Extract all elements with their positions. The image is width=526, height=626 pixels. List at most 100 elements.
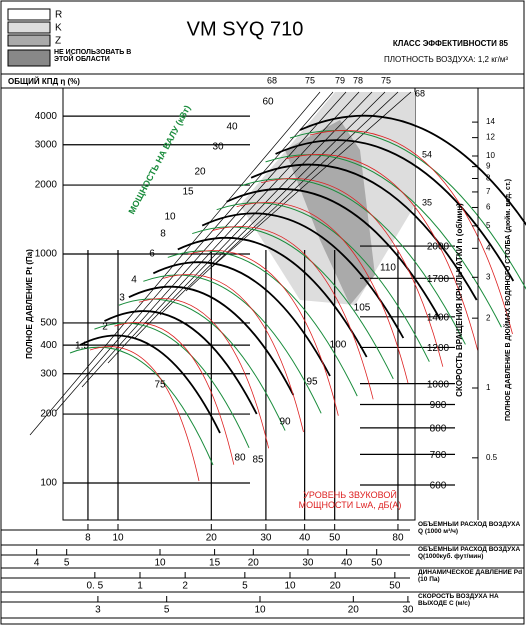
scale-label-text: ОБЪЕМНЫЙ РАСХОД ВОЗДУХА Q (1000 м³/ч) (418, 521, 521, 535)
y-tick-label: 4000 (35, 111, 58, 122)
tick-label: 80 (392, 533, 404, 544)
inch-tick-label: 9 (486, 162, 491, 171)
rpm-tick-label: 700 (430, 450, 447, 461)
sound-value: 105 (354, 303, 371, 314)
power-value: 20 (194, 167, 206, 178)
power-curve (167, 250, 358, 397)
efficiency-tick-label: 68 (415, 88, 425, 98)
sound-value: 90 (279, 417, 291, 428)
inch-tick-label: 12 (486, 133, 495, 142)
diagonal (107, 91, 360, 364)
inch-tick-label: 10 (486, 151, 495, 160)
fan-curve (104, 310, 258, 415)
region-z (285, 120, 375, 305)
inch-tick-label: 14 (486, 117, 495, 126)
y-tick-label: 1000 (35, 249, 58, 260)
rpm-tick-label: 1200 (427, 343, 450, 354)
sound-label: УРОВЕНЬ ЗВУКОВОЙ МОЩНОСТИ LwA, дБ(А) (299, 490, 402, 510)
legend-label: НЕ ИСПОЛЬЗОВАТЬ В ЭТОЙ ОБЛАСТИ (54, 49, 131, 63)
inch-tick-label: 3 (486, 272, 491, 281)
power-value: 60 (262, 97, 274, 108)
sound-value: 110 (380, 263, 396, 274)
air-density: ПЛОТНОСТЬ ВОЗДУХА: 1,2 кг/м³ (384, 55, 508, 64)
legend-swatch (7, 49, 51, 67)
efficiency-tick-label: 35 (422, 197, 432, 207)
tick-label: 20 (206, 533, 218, 544)
scale-label: ДИНАМИЧЕСКОЕ ДАВЛЕНИЕ Pd (10 Па) (418, 569, 522, 583)
sound-value: 75 (154, 380, 166, 391)
tick-label: 50 (371, 558, 383, 569)
tick-label: 1 (137, 581, 143, 592)
legend-swatch (7, 34, 51, 47)
rpm-tick-label: 800 (430, 424, 447, 435)
diagonal (81, 91, 347, 388)
y-tick-label: 2000 (35, 180, 58, 191)
power-value: 15 (182, 187, 194, 198)
scale-label: ОБЪЕМНЫЙ РАСХОД ВОЗДУХА Q(1000куб. фут/м… (418, 546, 520, 560)
sound-value: 80 (234, 453, 246, 464)
pressure-axis-label: ПОЛНОЕ ДАВЛЕНИЕ Pt (Па) (25, 249, 34, 359)
tick-label: 30 (260, 533, 272, 544)
scale-label: СКОРОСТЬ ВОЗДУХА НА ВЫХОДЕ C (м/с) (418, 593, 499, 607)
power-curve (143, 274, 322, 414)
y-tick-label: 100 (40, 478, 57, 489)
power-curve (192, 226, 394, 380)
tick-label: 4 (34, 558, 40, 569)
plot-area (62, 87, 416, 521)
fan-curve (152, 261, 331, 377)
tick-label: 40 (299, 533, 311, 544)
inch-axis-label: ПОЛНОЕ ДАВЛЕНИЕ В ДЮЙМАХ ВОДЯНОГО СТОЛБА… (503, 179, 512, 421)
power-value: 2 (102, 322, 108, 333)
diagonal (211, 91, 412, 268)
inch-tick-label: 8 (486, 174, 491, 183)
tick-label: 20 (348, 605, 360, 616)
rpm-tick-label: 1400 (427, 312, 450, 323)
inch-tick-label: 1 (486, 383, 491, 392)
efficiency-tick-label: 54 (422, 149, 432, 159)
legend-label: Z (55, 36, 61, 47)
power-value: 1.5 (75, 341, 89, 352)
efficiency-tick-label: 75 (305, 75, 315, 85)
efficiency-class: КЛАСС ЭФФЕКТИВНОСТИ 85 (393, 39, 509, 48)
power-value: 4 (131, 275, 137, 286)
title: VM SYQ 710 (187, 18, 304, 40)
fan-curve (128, 285, 295, 396)
sound-curve (309, 130, 513, 335)
inch-tick-label: 7 (486, 187, 491, 196)
power-value: 6 (149, 249, 155, 260)
power-value: 8 (160, 229, 166, 240)
tick-label: 10 (284, 581, 296, 592)
legend-label: K (55, 23, 62, 34)
inch-tick-label: 6 (486, 203, 491, 212)
power-curve (289, 130, 526, 290)
fan-curve (226, 188, 441, 320)
tick-label: 50 (389, 581, 401, 592)
scale-label-text: СКОРОСТЬ ВОЗДУХА НА ВЫХОДЕ C (м/с) (418, 593, 499, 607)
tick-label: 20 (248, 558, 260, 569)
tick-label: 10 (112, 533, 124, 544)
rpm-tick-label: 2000 (427, 242, 450, 253)
tick-label: 50 (329, 533, 341, 544)
inch-tick-label: 2 (486, 313, 491, 322)
power-value: 30 (212, 142, 224, 153)
tick-label: 8 (85, 533, 91, 544)
rpm-tick-label: 1000 (427, 379, 450, 390)
power-curve (216, 202, 430, 362)
power-curve (94, 322, 250, 448)
tick-label: 5 (64, 558, 70, 569)
power-value: 3 (119, 293, 125, 304)
inch-tick-label: 5 (486, 221, 491, 230)
efficiency-tick-label: 79 (335, 75, 345, 85)
curves (29, 91, 526, 520)
tick-label: 10 (154, 558, 166, 569)
scale-label: ОБЪЕМНЫЙ РАСХОД ВОЗДУХА Q (1000 м³/ч) (418, 521, 521, 535)
tick-label: 2 (182, 581, 188, 592)
tick-label: 30 (402, 605, 414, 616)
tick-label: 40 (341, 558, 353, 569)
y-tick-label: 400 (40, 340, 57, 351)
legend-swatch (7, 8, 51, 21)
tick-label: 10 (254, 605, 266, 616)
sound-curve (261, 178, 444, 367)
sound-curve (163, 274, 304, 433)
